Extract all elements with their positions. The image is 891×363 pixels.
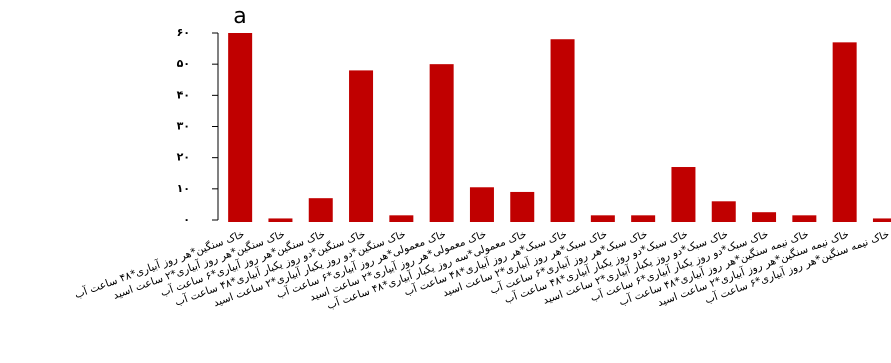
y-tick-label: ۵۰	[177, 57, 190, 70]
annotation: a	[233, 4, 246, 29]
y-tick-label: ۱۰	[177, 182, 190, 195]
bar	[469, 187, 494, 222]
bar	[631, 215, 656, 222]
y-tick-label: ۰	[183, 213, 190, 226]
bar	[752, 212, 777, 222]
bar	[792, 215, 817, 222]
bar	[832, 42, 857, 222]
y-tick-label: ۳۰	[177, 120, 190, 133]
bar	[308, 198, 333, 222]
bar	[510, 191, 535, 222]
y-tick-label: ۶۰	[177, 26, 190, 39]
bar	[228, 33, 253, 222]
bar	[872, 218, 891, 222]
bar	[550, 39, 575, 222]
y-tick-label: ۴۰	[177, 88, 190, 101]
y-tick-label: ۲۰	[177, 151, 190, 164]
bar	[429, 64, 454, 223]
bar	[711, 201, 736, 222]
bar	[590, 215, 615, 222]
bar	[389, 215, 414, 222]
bar	[671, 167, 696, 222]
bar	[349, 70, 374, 223]
bar	[268, 218, 293, 222]
